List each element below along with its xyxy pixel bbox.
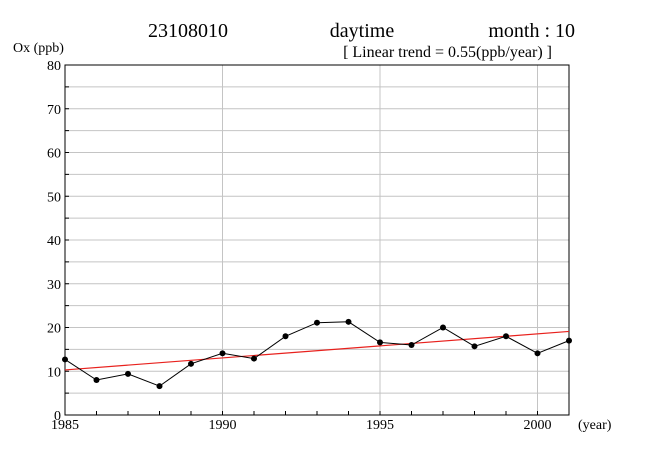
month-label: month : 10 xyxy=(488,20,575,42)
x-tick-label: 1990 xyxy=(209,418,237,433)
grid xyxy=(64,64,570,416)
y-tick-label: 70 xyxy=(47,103,61,118)
data-point xyxy=(440,324,446,331)
y-tick-label: 80 xyxy=(47,59,61,74)
data-point xyxy=(251,355,257,362)
x-tick-label: 1995 xyxy=(366,418,394,433)
data-point xyxy=(408,342,415,348)
data-point xyxy=(314,319,320,326)
data-point xyxy=(93,377,100,383)
data-point xyxy=(62,356,68,363)
plot-frame xyxy=(64,64,570,416)
y-tick-label: 30 xyxy=(47,278,61,293)
data-point xyxy=(377,339,383,346)
y-axis-label: Ox (ppb) xyxy=(13,41,64,56)
data-point xyxy=(219,350,226,357)
data-point xyxy=(282,333,289,340)
trend-line xyxy=(64,330,570,371)
period-label: daytime xyxy=(330,20,395,42)
tick-labels: 0 10 20 30 40 50 60 70 80 1985 1990 1995 2000 xyxy=(47,59,552,433)
data-point xyxy=(156,383,163,390)
y-tick-label: 20 xyxy=(47,322,61,337)
x-tick-label: 1985 xyxy=(51,418,79,433)
x-tick-label: 2000 xyxy=(524,418,552,433)
data-point xyxy=(125,370,131,377)
data-point xyxy=(471,343,478,350)
y-tick-label: 10 xyxy=(47,365,61,380)
y-tick-label: 0 xyxy=(54,409,61,424)
data-point xyxy=(188,360,194,367)
data-point xyxy=(345,318,352,325)
trend-label: [ Linear trend = 0.55(ppb/year) ] xyxy=(343,44,552,61)
x-axis-label: (year) xyxy=(578,418,612,433)
data-point xyxy=(566,337,572,344)
y-tick-label: 40 xyxy=(47,234,61,249)
y-tick-label: 50 xyxy=(47,190,61,205)
series-marks xyxy=(62,318,572,390)
data-point xyxy=(503,333,509,340)
data-point xyxy=(534,350,541,357)
series-line xyxy=(64,321,570,387)
station-id: 23108010 xyxy=(148,20,228,42)
y-tick-label: 60 xyxy=(47,147,61,162)
